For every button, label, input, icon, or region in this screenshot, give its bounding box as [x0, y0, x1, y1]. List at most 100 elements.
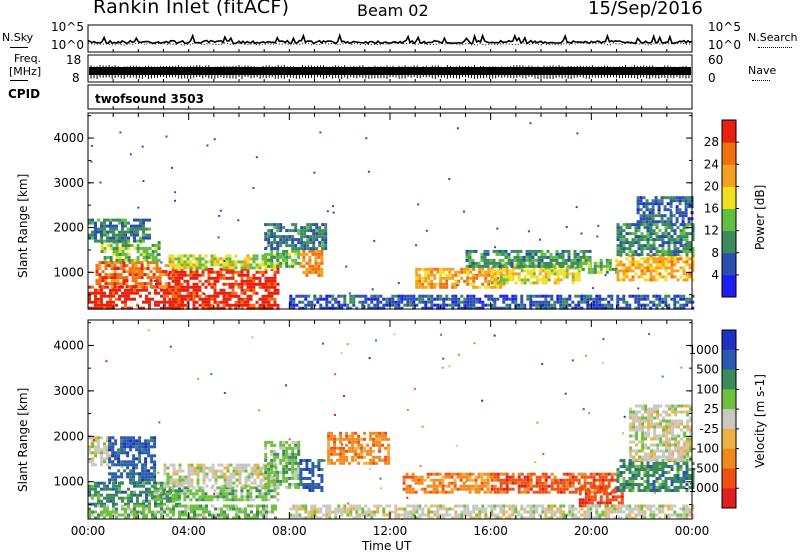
- velocity-cell: [631, 465, 635, 468]
- power-cell: [531, 264, 535, 268]
- power-cell: [619, 226, 623, 230]
- power-cell: [505, 306, 509, 310]
- power-cell: [684, 205, 688, 209]
- power-cell: [133, 288, 136, 292]
- power-cell: [685, 247, 689, 251]
- power-cell: [216, 270, 220, 274]
- power-cell: [648, 202, 652, 206]
- power-cell: [523, 278, 527, 282]
- power-cell: [109, 300, 112, 304]
- velocity-cell: [538, 490, 542, 494]
- velocity-cell: [426, 475, 430, 479]
- velocity-cell: [229, 484, 233, 488]
- velocity-cell: [441, 475, 445, 479]
- power-scatter-dot: [203, 293, 206, 295]
- power-cell: [164, 264, 168, 268]
- power-cell: [433, 276, 437, 280]
- power-cell: [88, 233, 91, 237]
- power-cell: [234, 254, 238, 258]
- power-cell: [321, 229, 325, 233]
- velocity-cell: [604, 484, 608, 488]
- power-cell: [252, 260, 256, 264]
- power-cell: [168, 254, 172, 258]
- power-cell: [664, 303, 668, 307]
- power-cell: [682, 235, 686, 239]
- power-cell: [158, 270, 162, 274]
- power-cell: [421, 276, 425, 280]
- power-cell: [148, 300, 151, 304]
- velocity-cell: [229, 472, 233, 476]
- power-cell: [556, 275, 560, 279]
- power-cell: [346, 303, 350, 307]
- velocity-cell: [282, 458, 286, 462]
- freq-tick-top: 18: [66, 53, 82, 67]
- velocity-cell: [505, 490, 509, 494]
- velocity-cell: [267, 489, 271, 493]
- power-cell: [544, 275, 548, 279]
- velocity-cell: [311, 480, 315, 483]
- power-cell: [540, 255, 544, 259]
- power-cell: [101, 279, 105, 283]
- power-cell: [249, 257, 253, 261]
- power-cell: [273, 264, 277, 268]
- velocity-cell: [405, 490, 409, 494]
- power-cell: [469, 282, 473, 286]
- power-cell: [616, 272, 620, 276]
- power-cell: [580, 306, 584, 310]
- velocity-cell: [223, 478, 227, 482]
- power-cell: [652, 275, 656, 279]
- power-cell: [663, 205, 667, 209]
- power-cell: [573, 261, 577, 265]
- power-cell: [158, 267, 162, 271]
- velocity-cell: [414, 481, 418, 485]
- power-cell: [349, 294, 353, 298]
- velocity-cell: [652, 468, 656, 471]
- power-cell: [493, 285, 497, 289]
- noise-sky-line: [10, 47, 28, 48]
- power-cell: [127, 297, 130, 301]
- power-cell: [228, 276, 232, 280]
- power-cell: [685, 253, 689, 257]
- velocity-cell: [637, 474, 641, 477]
- power-cell: [646, 229, 650, 233]
- power-cell: [264, 261, 268, 265]
- velocity-cell: [508, 481, 512, 485]
- noise-sky-trace: [87, 32, 693, 45]
- velocity-cell: [646, 462, 650, 465]
- velocity-cell: [616, 477, 620, 480]
- velocity-cell: [369, 461, 373, 465]
- power-cell: [567, 249, 571, 253]
- velocity-cell: [106, 445, 109, 449]
- power-cell: [489, 261, 493, 265]
- power-cell: [314, 255, 318, 259]
- velocity-cell: [211, 463, 215, 467]
- velocity-cell: [282, 467, 286, 471]
- power-cell: [550, 303, 554, 307]
- velocity-cell: [408, 475, 412, 479]
- velocity-cell: [526, 481, 530, 485]
- velocity-cell: [411, 475, 415, 479]
- power-cell: [98, 279, 102, 283]
- power-cell: [210, 257, 214, 261]
- velocity-cell: [243, 486, 247, 490]
- velocity-cell: [111, 448, 115, 452]
- power-cell: [634, 297, 638, 301]
- power-cell: [103, 259, 107, 262]
- velocity-cell: [189, 489, 193, 493]
- velocity-cell: [169, 510, 172, 514]
- power-cell: [270, 303, 274, 307]
- power-cell: [664, 241, 668, 245]
- velocity-cell: [201, 489, 205, 493]
- power-cell: [658, 229, 662, 233]
- cpid-value: twofsound 3503: [95, 92, 204, 106]
- power-cell: [516, 249, 520, 253]
- power-cell: [421, 306, 425, 310]
- power-cell: [608, 258, 612, 262]
- velocity-cell: [493, 478, 497, 482]
- velocity-cell: [311, 486, 315, 489]
- velocity-cell: [211, 472, 215, 476]
- velocity-cell: [317, 459, 321, 462]
- power-cell: [158, 279, 162, 283]
- power-cell: [682, 278, 686, 282]
- power-cell: [109, 227, 112, 231]
